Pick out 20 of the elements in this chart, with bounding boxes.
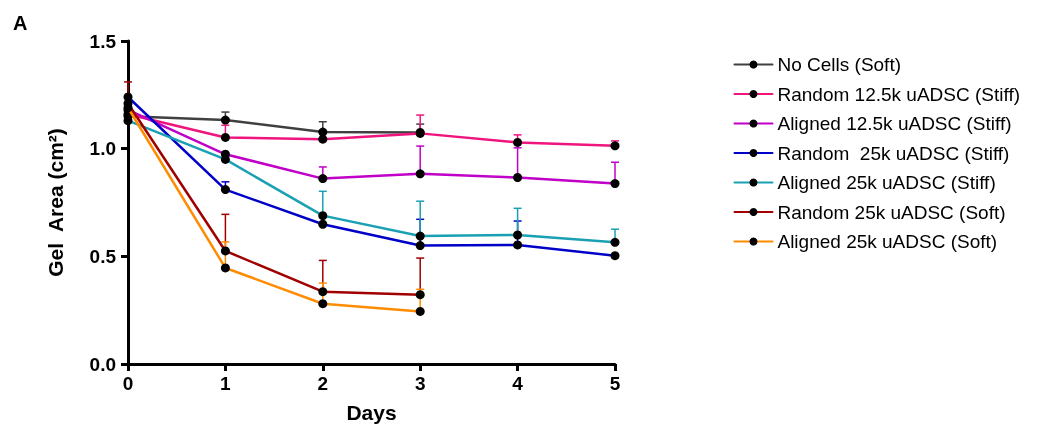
chart-title: A <box>13 12 28 34</box>
x-axis-title: Days <box>346 401 397 424</box>
legend-label: Aligned 12.5k uADSC (Stiff) <box>777 113 1012 134</box>
x-tick-label: 5 <box>609 373 621 394</box>
legend-label: Random 25k uADSC (Soft) <box>777 201 1006 223</box>
y-tick-label: 0.5 <box>89 245 117 267</box>
legend-label: Aligned 25k uADSC (Soft) <box>777 231 998 252</box>
x-tick-label: 1 <box>220 373 232 394</box>
y-tick-label: 1.0 <box>89 138 116 160</box>
x-tick-label: 4 <box>512 373 524 394</box>
y-tick-label: 0.0 <box>89 353 116 375</box>
x-tick-label: 2 <box>317 373 329 394</box>
y-axis-title: Gel Area (cm²) <box>44 128 67 277</box>
legend-label: Random 12.5k uADSC (Stiff) <box>777 83 1020 105</box>
x-tick-label: 0 <box>122 373 134 394</box>
y-tick-label: 1.5 <box>89 30 117 52</box>
legend-label: No Cells (Soft) <box>777 54 901 75</box>
legend-label: Aligned 25k uADSC (Stiff) <box>777 172 996 193</box>
x-tick-label: 3 <box>414 373 426 394</box>
legend-label: Random 25k uADSC (Stiff) <box>777 142 1010 164</box>
